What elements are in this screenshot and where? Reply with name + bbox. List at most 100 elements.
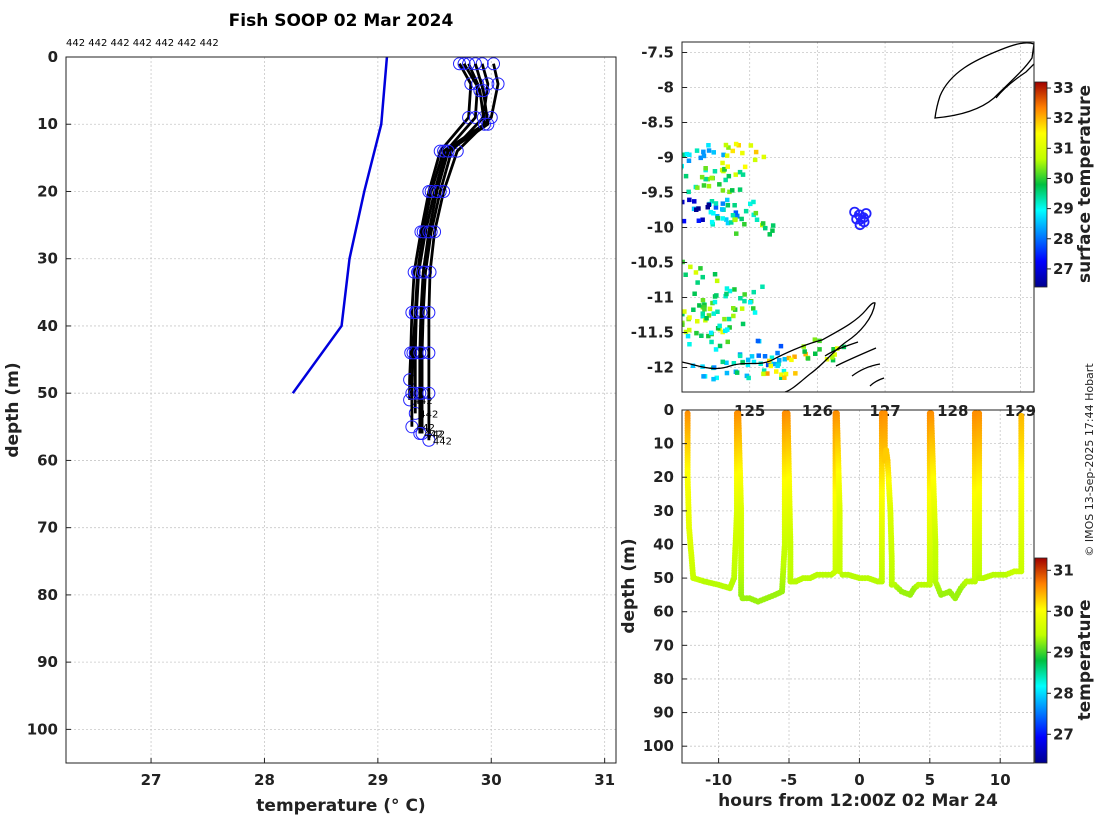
depth-time-y-tick-label: 20 <box>653 468 674 486</box>
sst-colorbar-tick-label: 27 <box>1053 260 1074 278</box>
sst-pixel <box>715 326 721 331</box>
sst-pixel <box>789 357 794 363</box>
map-y-tick-label: -11 <box>647 289 674 307</box>
sst-pixel <box>698 155 703 161</box>
sst-pixel <box>682 199 685 205</box>
cast-line <box>408 63 473 400</box>
sst-pixel <box>720 359 725 365</box>
sst-pixel <box>831 347 836 352</box>
sst-pixel <box>740 150 745 156</box>
sst-pixel <box>737 353 743 359</box>
sst-pixel <box>708 330 714 336</box>
sst-pixel <box>772 361 777 367</box>
sst-pixel <box>715 215 721 221</box>
sst-pixel <box>717 182 722 187</box>
cast-point <box>477 117 491 131</box>
sst-pixel <box>713 201 719 206</box>
sst-pixel <box>774 369 779 374</box>
sst-pixel <box>769 355 775 360</box>
sst-pixel <box>725 197 730 203</box>
temperature-colorbar-tick-label: 29 <box>1053 643 1074 661</box>
sst-pixel <box>793 371 798 376</box>
cast-id-label: 442 <box>433 436 452 447</box>
chart-title: Fish SOOP 02 Mar 2024 <box>229 11 454 31</box>
sst-pixel <box>739 216 744 222</box>
sst-pixel <box>734 370 740 375</box>
sst-pixel <box>830 355 835 360</box>
sst-pixel <box>676 334 681 339</box>
cast-point <box>413 386 427 400</box>
map-y-tick-label: -12 <box>647 359 674 377</box>
sst-pixel <box>723 177 728 183</box>
sst-pixel <box>779 372 784 377</box>
sst-pixel <box>724 217 729 222</box>
sst-pixel <box>762 354 768 359</box>
cast-point <box>422 225 436 239</box>
profile-y-tick-label: 90 <box>37 653 58 671</box>
sst-pixel <box>688 264 693 270</box>
sst-pixel <box>751 199 756 205</box>
sst-colorbar-label: surface temperature <box>1075 85 1095 283</box>
sst-pixel <box>695 280 700 285</box>
sst-pixel <box>696 218 702 223</box>
sst-pixel <box>722 316 727 322</box>
sst-pixel <box>736 143 741 148</box>
platform-labels: 442 442 442 442 442 442 442 <box>66 38 219 49</box>
coastline-timor <box>934 42 1034 119</box>
sst-pixel <box>775 363 780 369</box>
profile-y-tick-label: 10 <box>37 115 58 133</box>
cast-point <box>430 184 444 198</box>
sst-pixel <box>683 329 689 335</box>
map-y-tick-label: -10.5 <box>631 254 674 272</box>
profile-y-tick-label: 30 <box>37 250 58 268</box>
sst-pixel <box>713 347 719 352</box>
sst-pixel <box>705 205 710 210</box>
coastline-islands <box>824 341 885 387</box>
sst-pixel <box>683 173 689 179</box>
profile-x-tick-label: 28 <box>254 771 275 789</box>
sst-pixel <box>700 298 706 303</box>
sst-pixel <box>725 203 731 208</box>
temperature-colorbar-tick-label: 28 <box>1053 684 1074 702</box>
sst-pixel <box>817 347 822 352</box>
sst-pixel <box>760 284 765 289</box>
profile-x-tick-label: 27 <box>141 771 162 789</box>
sst-pixel <box>724 370 730 376</box>
sst-pixel <box>770 228 775 233</box>
sst-colorbar-tick-label: 30 <box>1053 169 1074 187</box>
cast-point <box>433 184 447 198</box>
sst-pixel <box>742 164 748 170</box>
sst-pixel <box>722 167 727 172</box>
sst-pixel <box>697 303 702 308</box>
sst-pixel <box>696 206 701 211</box>
cast-point <box>473 84 487 98</box>
sst-pixel <box>708 209 714 215</box>
sst-colorbar-tick-label: 29 <box>1053 200 1074 218</box>
cast-id-label: 442 <box>424 430 443 441</box>
sst-pixel <box>801 344 806 349</box>
profile-x-label: temperature (° C) <box>256 796 425 816</box>
sst-pixel <box>712 299 718 305</box>
sst-patches-layer <box>676 141 847 382</box>
sst-pixel <box>733 210 739 215</box>
map-grid <box>682 42 1034 392</box>
sst-pixel <box>725 327 730 332</box>
sst-pixel <box>717 343 723 349</box>
map-ticks: -7.5 -8 -8.5 -9 -9.5 -10 -10.5 -11 -11.5 -12 125 12… <box>631 44 1036 421</box>
profile-y-label: depth (m) <box>3 362 23 457</box>
sst-pixel <box>765 362 771 367</box>
sst-pixel <box>727 288 733 294</box>
sst-pixel <box>805 356 811 361</box>
profile-y-tick-label: 60 <box>37 451 58 469</box>
sst-pixel <box>725 164 730 169</box>
cast-point <box>405 386 419 400</box>
cast-point <box>422 306 436 320</box>
sst-pixel <box>690 363 696 368</box>
sst-pixel <box>715 309 720 314</box>
sst-pixel <box>724 286 730 291</box>
depth-time-y-label: depth (m) <box>619 538 639 633</box>
temperature-colorbar <box>1034 557 1048 764</box>
sst-pixel <box>682 309 687 314</box>
sst-pixel <box>730 188 735 193</box>
sst-pixel <box>726 145 731 150</box>
